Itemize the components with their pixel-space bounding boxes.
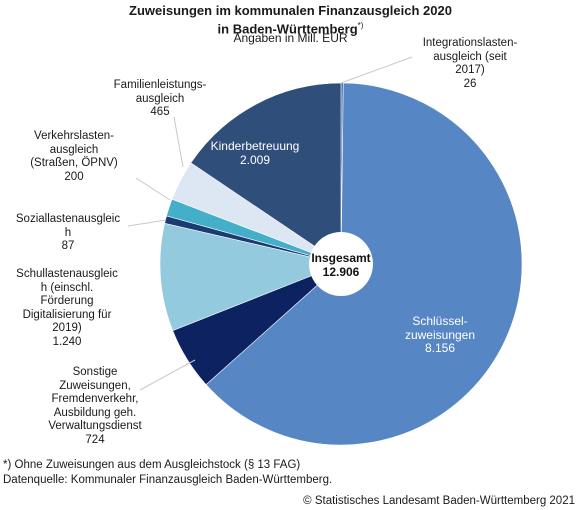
label-sonstige-zuweisungen: Sonstige Zuweisungen, Fremdenverkehr, Au… — [40, 366, 150, 448]
title-footnote-mark: *) — [357, 21, 364, 30]
label-integrationslastenausgleich-line: ausgleich (seit — [433, 50, 507, 63]
label-familienleistungsausgleich-line: ausgleich — [135, 92, 185, 105]
label-sonstige-zuweisungen-line: Zuweisungen, — [59, 379, 131, 392]
leader-line — [340, 56, 413, 84]
label-sonstige-zuweisungen-value: 724 — [85, 433, 105, 446]
label-integrationslastenausgleich-line: 2017) — [455, 64, 485, 77]
label-kinderbetreuung: Kinderbetreuung 2.009 — [195, 139, 315, 167]
source-line: Datenquelle: Kommunaler Finanzausgleich … — [3, 474, 333, 486]
label-soziallastenausgleich-value: 87 — [61, 240, 75, 253]
label-schluesselzuweisungen-value: 8.156 — [424, 341, 456, 356]
center-total-label: Insgesamt 12.906 — [296, 251, 386, 279]
label-schluesselzuweisungen: Schlüssel- zuweisungen 8.156 — [385, 314, 495, 356]
label-familienleistungsausgleich: Familienleistungs- ausgleich 465 — [95, 79, 225, 120]
pie-slice — [190, 82, 342, 265]
center-total-caption: Insgesamt — [311, 251, 371, 265]
label-verkehrslastenausgleich-line: (Straßen, ÖPNV) — [30, 157, 118, 170]
label-schullastenausgleich-line: Digitalisierung für — [22, 308, 112, 321]
label-sonstige-zuweisungen-line: Ausbildung geh. — [53, 406, 137, 419]
leader-line — [139, 359, 196, 391]
label-schluesselzuweisungen-line: Schlüssel- — [412, 314, 468, 328]
label-integrationslastenausgleich: Integrationslasten- ausgleich (seit 2017… — [400, 37, 540, 91]
label-integrationslastenausgleich-value: 26 — [463, 77, 477, 90]
label-soziallastenausgleich-line: h — [64, 226, 72, 239]
label-soziallastenausgleich: Soziallastenausgleic h 87 — [8, 213, 128, 254]
label-schullastenausgleich: Schullastenausgleic h (einschl. Förderun… — [6, 268, 128, 350]
label-sonstige-zuweisungen-line: Verwaltungsdienst — [48, 420, 142, 433]
leader-line — [127, 219, 167, 227]
label-schullastenausgleich-line: 2019) — [52, 322, 82, 335]
label-integrationslastenausgleich-line: Integrationslasten- — [422, 37, 518, 49]
label-schullastenausgleich-value: 1.240 — [52, 335, 82, 348]
footnote-line: *) Ohne Zuweisungen aus dem Ausgleichsto… — [3, 459, 301, 471]
label-verkehrslastenausgleich-line: Verkehrslasten- — [34, 130, 114, 142]
footnote: *) Ohne Zuweisungen aus dem Ausgleichsto… — [3, 458, 332, 488]
label-schluesselzuweisungen-line: zuweisungen — [404, 327, 476, 342]
leader-line — [173, 116, 184, 168]
label-familienleistungsausgleich-line: Familienleistungs- — [113, 79, 207, 91]
label-schullastenausgleich-line: Schullastenausgleic — [16, 268, 118, 280]
label-verkehrslastenausgleich-value: 200 — [64, 170, 84, 183]
label-soziallastenausgleich-line: Soziallastenausgleic — [15, 213, 121, 225]
chart-title-line1: Zuweisungen im kommunalen Finanzausgleic… — [129, 3, 452, 18]
chart-subtitle: Angaben in Mill. EUR — [233, 31, 348, 45]
chart-title: Zuweisungen im kommunalen Finanzausgleic… — [0, 3, 581, 36]
copyright: © Statistisches Landesamt Baden-Württemb… — [303, 495, 575, 507]
label-verkehrslastenausgleich-line: ausgleich — [49, 143, 99, 156]
pie-slice — [159, 222, 343, 332]
leader-line — [135, 177, 171, 201]
center-total-value: 12.906 — [322, 264, 360, 279]
label-kinderbetreuung-line: Kinderbetreuung — [210, 139, 300, 153]
label-sonstige-zuweisungen-line: Fremdenverkehr, — [51, 393, 139, 406]
label-schullastenausgleich-line: h (einschl. — [40, 281, 94, 294]
label-schullastenausgleich-line: Förderung — [40, 295, 94, 308]
chart-title-line2: in Baden-Württemberg — [217, 21, 358, 37]
label-kinderbetreuung-value: 2.009 — [239, 152, 271, 167]
donut-hole — [309, 232, 373, 296]
label-verkehrslastenausgleich: Verkehrslasten- ausgleich (Straßen, ÖPNV… — [12, 130, 136, 184]
label-sonstige-zuweisungen-line: Sonstige — [72, 366, 118, 378]
label-familienleistungsausgleich-value: 465 — [150, 106, 170, 119]
